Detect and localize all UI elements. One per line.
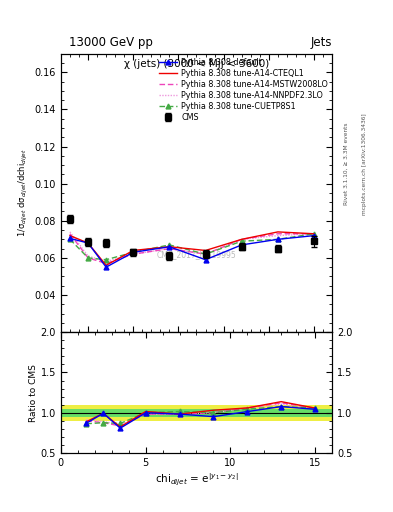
Line: Pythia 8.308 tune-A14-NNPDF2.3LO: Pythia 8.308 tune-A14-NNPDF2.3LO: [70, 232, 314, 262]
Line: Pythia 8.308 tune-A14-MSTW2008LO: Pythia 8.308 tune-A14-MSTW2008LO: [70, 234, 314, 264]
Pythia 8.308 default: [203, 257, 208, 263]
Pythia 8.308 default: [86, 240, 90, 246]
Pythia 8.308 tune-CUETP8S1: [104, 257, 108, 263]
Pythia 8.308 tune-A14-CTEQL1: [203, 247, 208, 253]
Pythia 8.308 tune-A14-CTEQL1: [275, 229, 280, 235]
Pythia 8.308 tune-A14-NNPDF2.3LO: [312, 231, 316, 237]
Pythia 8.308 tune-CUETP8S1: [167, 242, 172, 248]
Pythia 8.308 tune-A14-NNPDF2.3LO: [275, 232, 280, 239]
Pythia 8.308 tune-A14-CTEQL1: [167, 244, 172, 250]
Bar: [61, 404, 332, 421]
Pythia 8.308 tune-CUETP8S1: [275, 236, 280, 242]
Pythia 8.308 tune-A14-NNPDF2.3LO: [167, 246, 172, 252]
Pythia 8.308 default: [68, 236, 72, 242]
Pythia 8.308 tune-A14-CTEQL1: [239, 236, 244, 242]
Pythia 8.308 tune-CUETP8S1: [86, 255, 90, 261]
Text: CMS_2017_I1519995: CMS_2017_I1519995: [157, 250, 236, 259]
Text: 13000 GeV pp: 13000 GeV pp: [69, 36, 152, 49]
Pythia 8.308 default: [275, 236, 280, 242]
Pythia 8.308 tune-A14-NNPDF2.3LO: [104, 259, 108, 265]
Pythia 8.308 tune-CUETP8S1: [203, 251, 208, 257]
Y-axis label: Ratio to CMS: Ratio to CMS: [29, 364, 38, 421]
Line: Pythia 8.308 tune-CUETP8S1: Pythia 8.308 tune-CUETP8S1: [68, 231, 316, 262]
Pythia 8.308 tune-CUETP8S1: [239, 238, 244, 244]
Text: mcplots.cern.ch [arXiv:1306.3436]: mcplots.cern.ch [arXiv:1306.3436]: [362, 113, 367, 215]
Pythia 8.308 tune-A14-NNPDF2.3LO: [203, 251, 208, 257]
Y-axis label: 1/σ$_{dijet}$ dσ$_{dijet}$/dchi$_{dijet}$: 1/σ$_{dijet}$ dσ$_{dijet}$/dchi$_{dijet}…: [17, 148, 30, 237]
Text: Rivet 3.1.10, ≥ 3.3M events: Rivet 3.1.10, ≥ 3.3M events: [344, 122, 349, 205]
Line: Pythia 8.308 default: Pythia 8.308 default: [68, 233, 316, 270]
Pythia 8.308 tune-A14-MSTW2008LO: [68, 231, 72, 237]
Pythia 8.308 tune-A14-MSTW2008LO: [167, 246, 172, 252]
Pythia 8.308 tune-A14-CTEQL1: [68, 232, 72, 239]
Legend: Pythia 8.308 default, Pythia 8.308 tune-A14-CTEQL1, Pythia 8.308 tune-A14-MSTW20: Pythia 8.308 default, Pythia 8.308 tune-…: [158, 56, 330, 123]
Pythia 8.308 tune-A14-CTEQL1: [86, 240, 90, 246]
Pythia 8.308 tune-A14-MSTW2008LO: [203, 251, 208, 257]
Pythia 8.308 tune-A14-NNPDF2.3LO: [239, 236, 244, 242]
Pythia 8.308 tune-A14-MSTW2008LO: [239, 236, 244, 242]
X-axis label: chi$_{dijet}$ = e$^{|y_1 - y_2|}$: chi$_{dijet}$ = e$^{|y_1 - y_2|}$: [155, 472, 238, 488]
Pythia 8.308 tune-CUETP8S1: [312, 231, 316, 237]
Pythia 8.308 tune-A14-MSTW2008LO: [86, 255, 90, 261]
Pythia 8.308 tune-A14-MSTW2008LO: [131, 251, 136, 257]
Bar: [61, 409, 332, 417]
Pythia 8.308 default: [239, 242, 244, 248]
Pythia 8.308 default: [167, 244, 172, 250]
Pythia 8.308 tune-A14-MSTW2008LO: [104, 261, 108, 267]
Pythia 8.308 default: [131, 249, 136, 255]
Pythia 8.308 tune-A14-MSTW2008LO: [312, 231, 316, 237]
Pythia 8.308 tune-CUETP8S1: [131, 249, 136, 255]
Pythia 8.308 default: [312, 232, 316, 239]
Pythia 8.308 tune-CUETP8S1: [68, 236, 72, 242]
Pythia 8.308 tune-A14-CTEQL1: [131, 247, 136, 253]
Pythia 8.308 tune-A14-CTEQL1: [104, 262, 108, 268]
Pythia 8.308 tune-A14-NNPDF2.3LO: [86, 253, 90, 259]
Pythia 8.308 tune-A14-NNPDF2.3LO: [68, 229, 72, 235]
Pythia 8.308 tune-A14-CTEQL1: [312, 231, 316, 237]
Text: Jets: Jets: [310, 36, 332, 49]
Pythia 8.308 tune-A14-MSTW2008LO: [275, 231, 280, 237]
Line: Pythia 8.308 tune-A14-CTEQL1: Pythia 8.308 tune-A14-CTEQL1: [70, 232, 314, 265]
Pythia 8.308 default: [104, 264, 108, 270]
Text: χ (jets) (3000 < Mjj < 3600): χ (jets) (3000 < Mjj < 3600): [124, 59, 269, 69]
Pythia 8.308 tune-A14-NNPDF2.3LO: [131, 251, 136, 257]
